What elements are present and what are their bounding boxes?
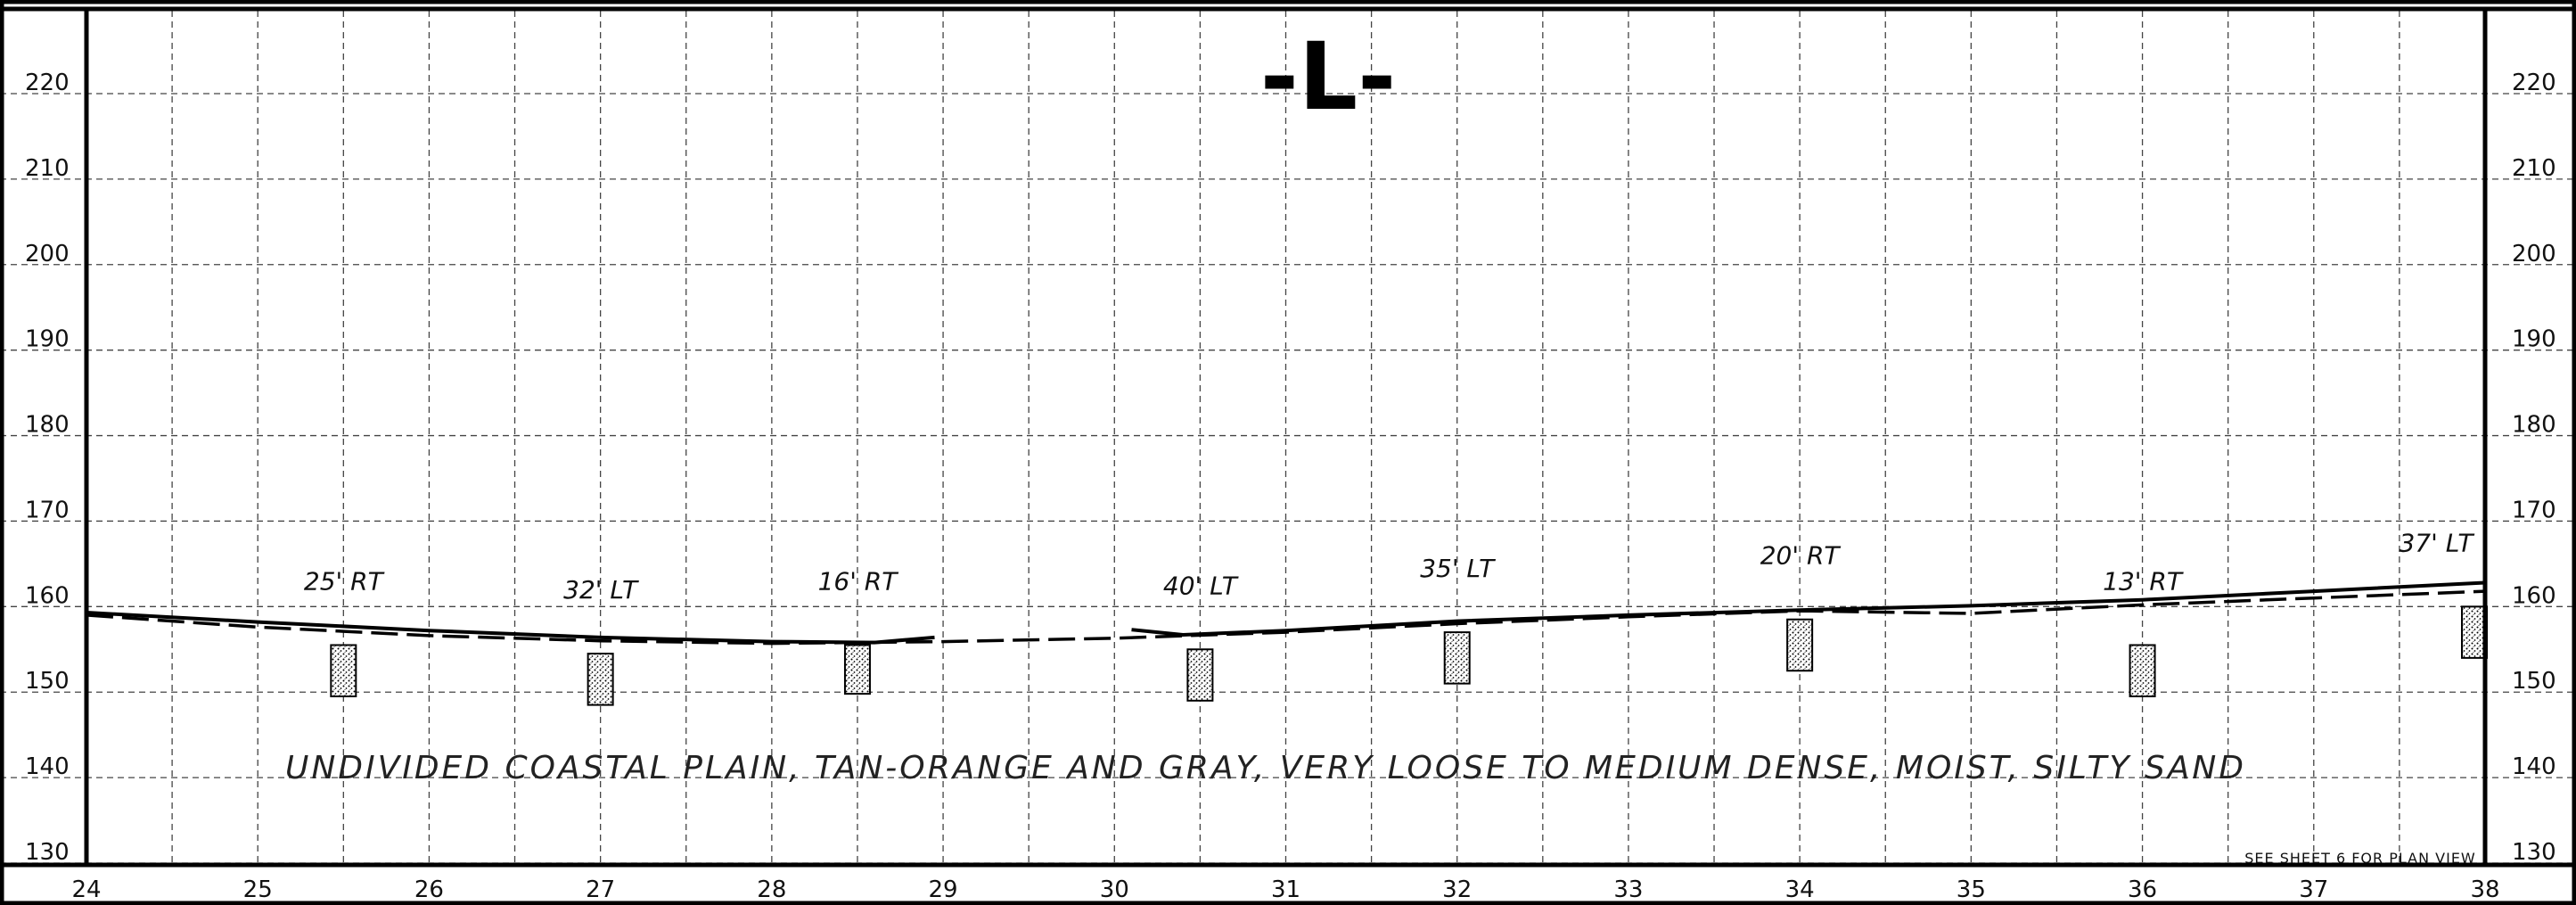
boring-column [2129, 644, 2156, 698]
elevation-label-right: 130 [2512, 839, 2556, 866]
boring-column [330, 644, 357, 698]
boring-offset-label: 40' LT [1163, 571, 1239, 600]
station-label: 38 [2470, 876, 2499, 903]
station-label: 32 [1442, 876, 1472, 903]
elevation-label-left: 160 [25, 582, 70, 609]
elevation-label-right: 220 [2512, 70, 2556, 96]
elevation-label-right: 210 [2512, 155, 2556, 182]
boring-column [587, 653, 614, 706]
station-label: 29 [929, 876, 958, 903]
boring-offset-label: 25' RT [304, 566, 385, 596]
station-label: 26 [414, 876, 444, 903]
elevation-label-left: 180 [25, 412, 70, 439]
elevation-label-left: 150 [25, 668, 70, 695]
grid [0, 11, 2576, 864]
station-label: 28 [757, 876, 786, 903]
elevation-label-right: 140 [2512, 753, 2556, 780]
existing-ground-line [86, 611, 935, 645]
existing-ground-line [1131, 580, 2486, 638]
elevation-label-right: 160 [2512, 582, 2556, 609]
boring-column [1786, 618, 1814, 672]
boring-column [843, 644, 871, 695]
station-label: 34 [1785, 876, 1815, 903]
boring-offset-label: 13' RT [2103, 566, 2184, 596]
boring-offset-label: 32' LT [563, 575, 639, 605]
boring-offset-label: 37' LT [2399, 528, 2474, 557]
station-label: 37 [2299, 876, 2328, 903]
boring-column [1443, 631, 1471, 685]
station-label: 25 [243, 876, 273, 903]
elevation-label-right: 200 [2512, 241, 2556, 267]
elevation-label-left: 200 [25, 241, 70, 267]
boring-column [2461, 605, 2488, 659]
elevation-label-right: 150 [2512, 668, 2556, 695]
station-label: 24 [71, 876, 101, 903]
elevation-label-left: 220 [25, 70, 70, 96]
station-label: 33 [1613, 876, 1643, 903]
elevation-label-left: 190 [25, 326, 70, 353]
elevation-label-left: 170 [25, 497, 70, 523]
boring-offset-label: 20' RT [1760, 541, 1842, 571]
elevation-label-left: 140 [25, 753, 70, 780]
elevation-label-right: 170 [2512, 497, 2556, 523]
station-label: 35 [1957, 876, 1986, 903]
elevation-label-left: 210 [25, 155, 70, 182]
elevation-label-right: 180 [2512, 412, 2556, 439]
sheet-note: SEE SHEET 6 FOR PLAN VIEW [2244, 850, 2476, 867]
station-label: 31 [1271, 876, 1300, 903]
borings: 25' RT 32' LT 16' RT 40' LT 35' LT 20' RT 13' … [304, 528, 2488, 706]
boring-column [1186, 648, 1214, 702]
elevation-label-right: 190 [2512, 326, 2556, 353]
alignment-title: -L- [1260, 22, 1397, 131]
axis-labels: 220 220 210 210 200 200 190 190 180 180 170 170 160 1… [25, 70, 2556, 903]
station-label: 27 [586, 876, 615, 903]
soil-description: UNDIVIDED COASTAL PLAIN, TAN-ORANGE AND … [285, 750, 2246, 786]
station-label: 36 [2128, 876, 2157, 903]
elevation-label-left: 130 [25, 839, 70, 866]
boring-offset-label: 35' LT [1420, 554, 1496, 583]
station-label: 30 [1100, 876, 1129, 903]
boring-offset-label: 16' RT [818, 566, 899, 596]
ground-profiles [86, 580, 2486, 646]
